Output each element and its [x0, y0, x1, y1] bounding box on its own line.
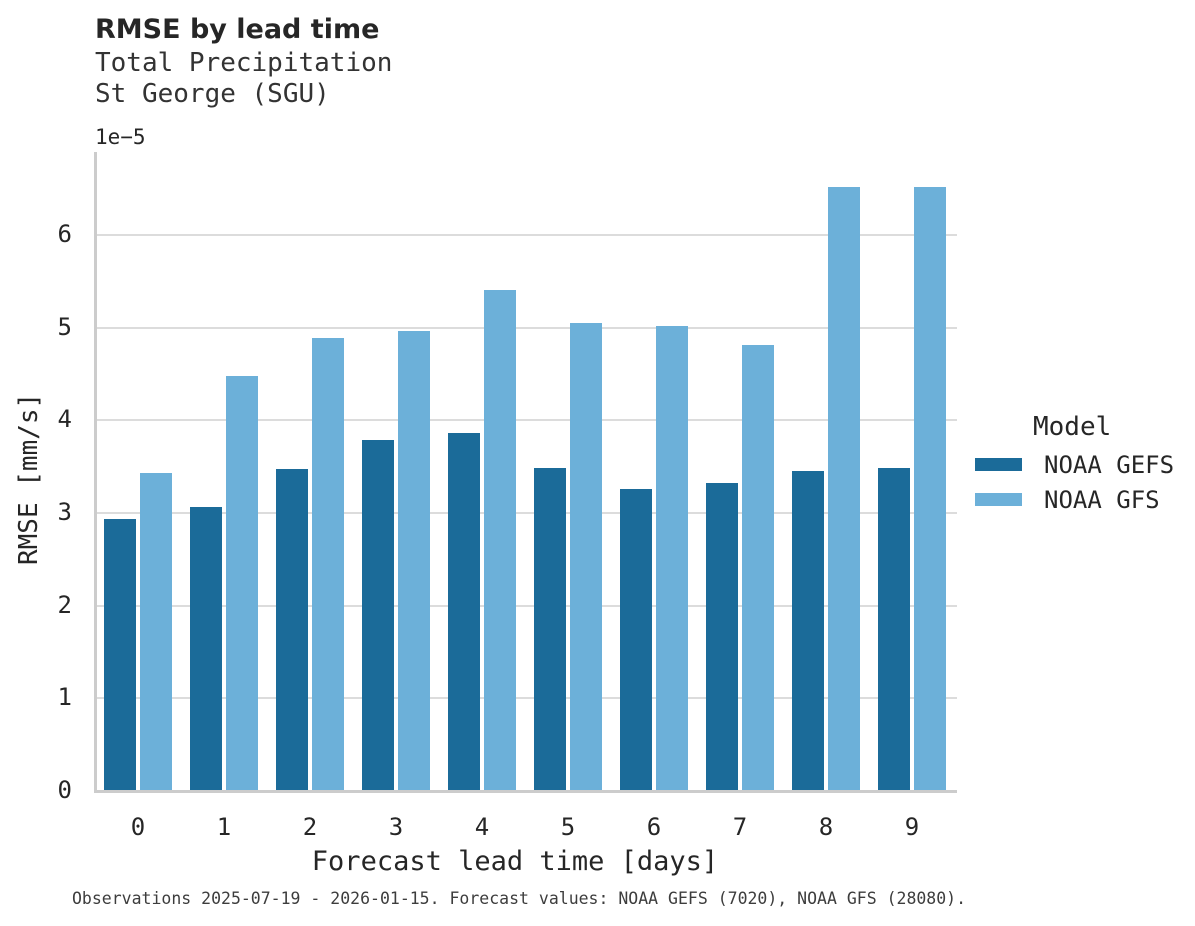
- bar-noaa-gefs-lead-8: [792, 471, 824, 790]
- x-tick-label-6: 6: [646, 813, 662, 841]
- bar-noaa-gfs-lead-1: [226, 375, 258, 790]
- x-axis-label: Forecast lead time [days]: [311, 846, 719, 877]
- chart-subtitle-line1: Total Precipitation: [95, 48, 393, 78]
- y-tick-label-3: 3: [57, 497, 72, 526]
- gridline-y-1: [97, 697, 957, 700]
- legend-item-noaa-gfs: NOAA GFS: [975, 485, 1174, 514]
- gridline-y-4: [97, 419, 957, 422]
- gridline-y-2: [97, 604, 957, 607]
- legend-label-noaa-gfs: NOAA GFS: [1044, 485, 1160, 514]
- x-tick-label-4: 4: [474, 813, 490, 841]
- legend: Model NOAA GEFS NOAA GFS: [975, 412, 1175, 514]
- x-tick-label-1: 1: [216, 813, 232, 841]
- bar-noaa-gefs-lead-7: [706, 483, 738, 790]
- bar-noaa-gefs-lead-9: [878, 468, 910, 790]
- bar-noaa-gefs-lead-5: [534, 468, 566, 790]
- bar-noaa-gfs-lead-8: [828, 186, 860, 790]
- legend-title: Model: [1033, 412, 1112, 442]
- legend-item-noaa-gefs: NOAA GEFS: [975, 450, 1175, 479]
- y-tick-label-6: 6: [57, 219, 72, 248]
- bar-noaa-gfs-lead-5: [570, 322, 602, 790]
- bar-noaa-gfs-lead-4: [484, 290, 516, 790]
- caption: Observations 2025-07-19 - 2026-01-15. Fo…: [72, 889, 967, 908]
- bar-noaa-gefs-lead-0: [104, 519, 136, 790]
- bar-noaa-gfs-lead-3: [398, 331, 430, 790]
- x-tick-labels: 0 1 2 3 4 5 6 7 8 9: [97, 812, 957, 844]
- x-tick-label-5: 5: [560, 813, 576, 841]
- gridline-y-6: [97, 233, 957, 236]
- bar-noaa-gefs-lead-1: [190, 507, 222, 790]
- legend-label-noaa-gefs: NOAA GEFS: [1044, 450, 1175, 479]
- bar-noaa-gefs-lead-2: [276, 469, 308, 790]
- bar-noaa-gefs-lead-6: [620, 488, 652, 790]
- y-tick-label-2: 2: [57, 590, 72, 619]
- legend-swatch-noaa-gfs: [975, 493, 1022, 506]
- chart-subtitle: Total Precipitation St George (SGU): [95, 48, 392, 110]
- y-tick-label-5: 5: [57, 312, 72, 341]
- y-tick-labels: 0 1 2 3 4 5 6: [0, 153, 72, 804]
- x-tick-label-0: 0: [130, 813, 146, 841]
- chart-title: RMSE by lead time: [95, 14, 380, 45]
- y-tick-label-0: 0: [57, 776, 72, 804]
- bar-noaa-gfs-lead-2: [312, 337, 344, 790]
- gridline-y-5: [97, 326, 957, 329]
- x-tick-label-3: 3: [388, 813, 404, 841]
- plot-area: [97, 153, 957, 790]
- x-tick-label-2: 2: [302, 813, 318, 841]
- bar-noaa-gefs-lead-3: [362, 439, 394, 790]
- x-axis-spine: [94, 790, 957, 793]
- y-tick-label-4: 4: [57, 405, 72, 434]
- bar-noaa-gfs-lead-0: [140, 472, 172, 790]
- x-tick-label-7: 7: [732, 813, 748, 841]
- y-tick-label-1: 1: [57, 683, 72, 712]
- x-tick-label-9: 9: [904, 813, 920, 841]
- bar-noaa-gfs-lead-9: [914, 187, 946, 790]
- y-axis-spine: [94, 152, 97, 793]
- bar-noaa-gefs-lead-4: [448, 433, 480, 790]
- y-axis-offset-label: 1e−5: [95, 125, 146, 149]
- gridline-y-3: [97, 511, 957, 514]
- legend-items: NOAA GEFS NOAA GFS: [975, 450, 1175, 514]
- bar-noaa-gfs-lead-6: [656, 325, 688, 790]
- chart-subtitle-line2: St George (SGU): [95, 79, 330, 109]
- bar-noaa-gfs-lead-7: [742, 345, 774, 790]
- x-tick-label-8: 8: [818, 813, 834, 841]
- legend-swatch-noaa-gefs: [975, 458, 1022, 471]
